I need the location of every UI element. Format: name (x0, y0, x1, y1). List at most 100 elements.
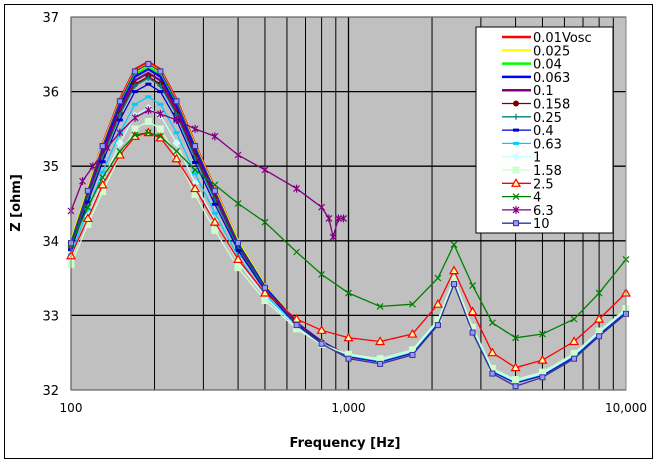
legend-item: 0.25 (502, 111, 562, 126)
data-point (190, 183, 201, 193)
data-point (261, 218, 269, 226)
legend-marker (512, 166, 520, 174)
data-point (131, 131, 139, 139)
data-point (329, 233, 337, 242)
data-point (450, 275, 458, 283)
legend-box (475, 26, 614, 234)
data-point (345, 355, 352, 362)
legend-label: 0.25 (533, 111, 562, 126)
data-point (234, 264, 242, 272)
data-point (131, 82, 138, 89)
data-point (434, 316, 442, 324)
data-point (408, 346, 416, 354)
data-point (84, 203, 92, 211)
legend-item: 0.63 (502, 137, 562, 152)
data-point (335, 214, 342, 223)
data-point (234, 151, 242, 160)
y-tick-label: 37 (42, 11, 59, 26)
data-point (156, 109, 164, 118)
data-point (99, 170, 106, 174)
legend-item: 0.4 (502, 124, 554, 139)
data-point (469, 282, 477, 289)
data-point (192, 172, 199, 176)
legend-item: 10 (502, 217, 550, 232)
data-point (192, 143, 199, 150)
legend-marker (510, 178, 522, 187)
data-point (432, 299, 443, 308)
plot-border (70, 16, 627, 391)
data-point (235, 240, 242, 247)
data-point (173, 98, 180, 105)
data-point (512, 334, 519, 342)
data-point (434, 274, 442, 282)
legend-marker (512, 193, 520, 201)
data-point (116, 147, 124, 155)
data-point (211, 132, 219, 141)
data-point (235, 248, 242, 252)
data-point (340, 214, 348, 223)
legend-marker (513, 100, 519, 107)
data-point (451, 281, 458, 288)
legend-item: 0.158 (502, 98, 570, 113)
data-point (172, 139, 181, 148)
data-point (538, 368, 546, 376)
data-point (448, 265, 460, 275)
data-point (469, 329, 476, 336)
legend-marker (512, 205, 520, 214)
data-point (318, 270, 326, 278)
data-point (512, 376, 520, 384)
x-axis-label: Frequency [Hz] (290, 436, 401, 451)
data-point (570, 315, 578, 323)
legend-label: 0.158 (533, 98, 570, 113)
data-point (84, 200, 91, 204)
data-point (407, 328, 418, 338)
data-point (131, 113, 139, 122)
legend-label: 0.63 (533, 137, 562, 152)
y-tick-label: 33 (42, 309, 59, 324)
data-point (318, 340, 325, 347)
data-point (261, 284, 268, 291)
legend-item: 6.3 (502, 204, 554, 219)
data-point (512, 383, 519, 390)
legend-label: 1.58 (533, 164, 562, 179)
data-point (145, 95, 152, 99)
legend-item: 0.04 (502, 58, 562, 73)
data-point (131, 125, 139, 133)
data-point (211, 202, 218, 206)
data-point (345, 289, 352, 297)
data-point (191, 191, 199, 199)
data-point (376, 355, 384, 363)
legend-item: 0.1 (502, 84, 554, 99)
data-point (99, 160, 106, 164)
data-point (144, 129, 152, 137)
legend-label: 0.1 (533, 84, 554, 99)
data-point (84, 220, 92, 228)
data-point (97, 179, 108, 189)
data-point (116, 118, 123, 122)
data-point (84, 187, 91, 194)
data-point (316, 325, 327, 334)
data-point (191, 124, 199, 133)
data-point (211, 226, 219, 234)
data-point (171, 153, 182, 163)
data-point (450, 241, 458, 248)
data-point (375, 336, 386, 346)
data-point (345, 350, 352, 358)
x-axis: 100 1,000 10,000 (60, 401, 647, 415)
data-point (343, 332, 354, 342)
data-point (261, 296, 269, 304)
y-tick-label: 35 (42, 160, 59, 175)
data-point (409, 300, 416, 308)
data-point (79, 177, 86, 186)
data-point (173, 115, 180, 124)
data-point (145, 60, 152, 67)
data-point (116, 128, 124, 137)
data-point (488, 319, 496, 327)
x-tick-label: 1,000 (331, 401, 365, 415)
legend-item: 0.063 (502, 71, 570, 86)
legend-marker (513, 141, 519, 145)
data-point (595, 289, 603, 297)
legend-label: 0.025 (533, 44, 570, 59)
data-point (99, 173, 107, 181)
